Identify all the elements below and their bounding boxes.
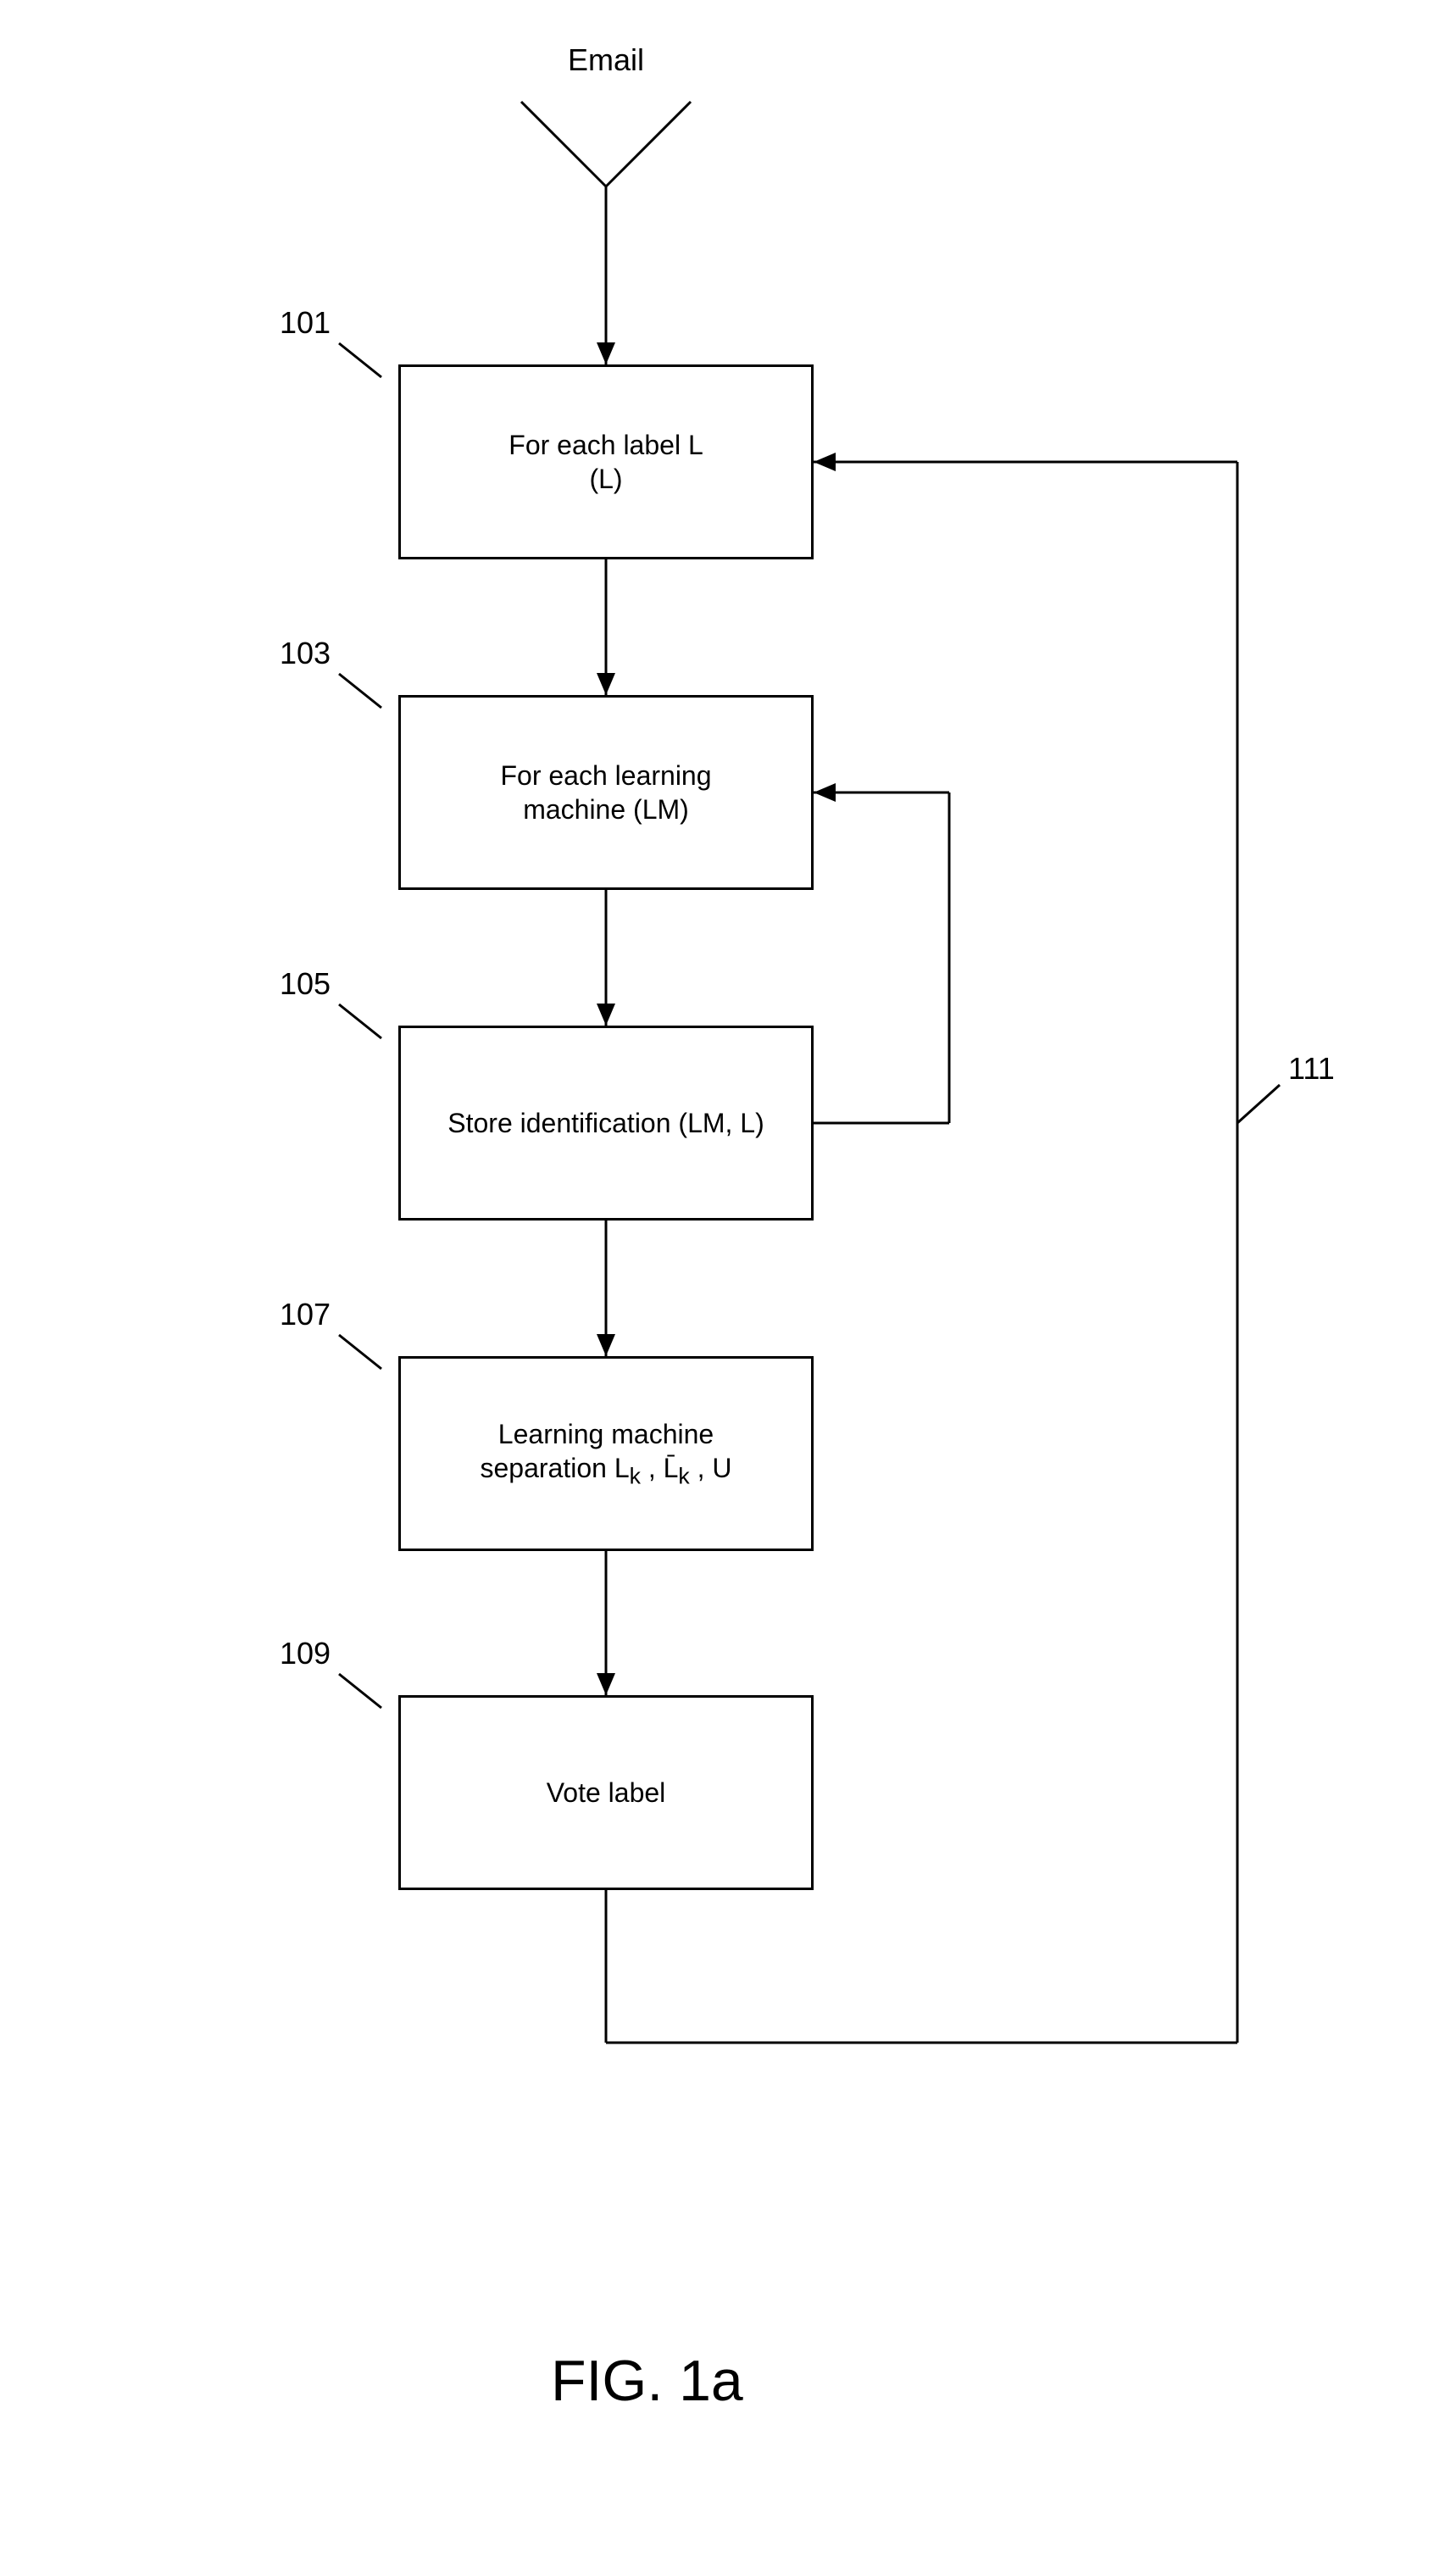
tick-101	[339, 343, 381, 377]
ref-107: 107	[280, 1297, 331, 1332]
arrowhead-107	[597, 1334, 615, 1356]
arrowhead-outer-loop	[814, 453, 836, 471]
ref-103: 103	[280, 636, 331, 671]
arrowhead-inner-loop	[814, 783, 836, 802]
node-101: For each label L(L)	[398, 364, 814, 559]
node-109-text: Vote label	[547, 1776, 666, 1810]
ref-101: 101	[280, 305, 331, 341]
figure-label-text: FIG. 1a	[551, 2349, 743, 2413]
node-103-text: For each learningmachine (LM)	[500, 759, 711, 826]
tick-103	[339, 674, 381, 708]
node-107-text: Learning machineseparation Lk , L̄k , U	[480, 1417, 731, 1491]
arrowhead-105	[597, 1004, 615, 1026]
page: Email	[0, 0, 1456, 2569]
node-107: Learning machineseparation Lk , L̄k , U	[398, 1356, 814, 1551]
arrowhead-101	[597, 342, 615, 364]
tick-105	[339, 1004, 381, 1038]
tick-111	[1237, 1085, 1280, 1123]
node-105-text: Store identification (LM, L)	[447, 1106, 764, 1140]
ref-111: 111	[1288, 1051, 1335, 1087]
node-109: Vote label	[398, 1695, 814, 1890]
arrowhead-109	[597, 1673, 615, 1695]
node-103: For each learningmachine (LM)	[398, 695, 814, 890]
tick-109	[339, 1674, 381, 1708]
ref-105: 105	[280, 966, 331, 1002]
ref-109: 109	[280, 1636, 331, 1671]
node-101-text: For each label L(L)	[508, 428, 703, 496]
funnel-right	[606, 102, 691, 186]
funnel-left	[521, 102, 606, 186]
arrowhead-103	[597, 673, 615, 695]
figure-label: FIG. 1a	[551, 2348, 743, 2414]
node-105: Store identification (LM, L)	[398, 1026, 814, 1221]
tick-107	[339, 1335, 381, 1369]
